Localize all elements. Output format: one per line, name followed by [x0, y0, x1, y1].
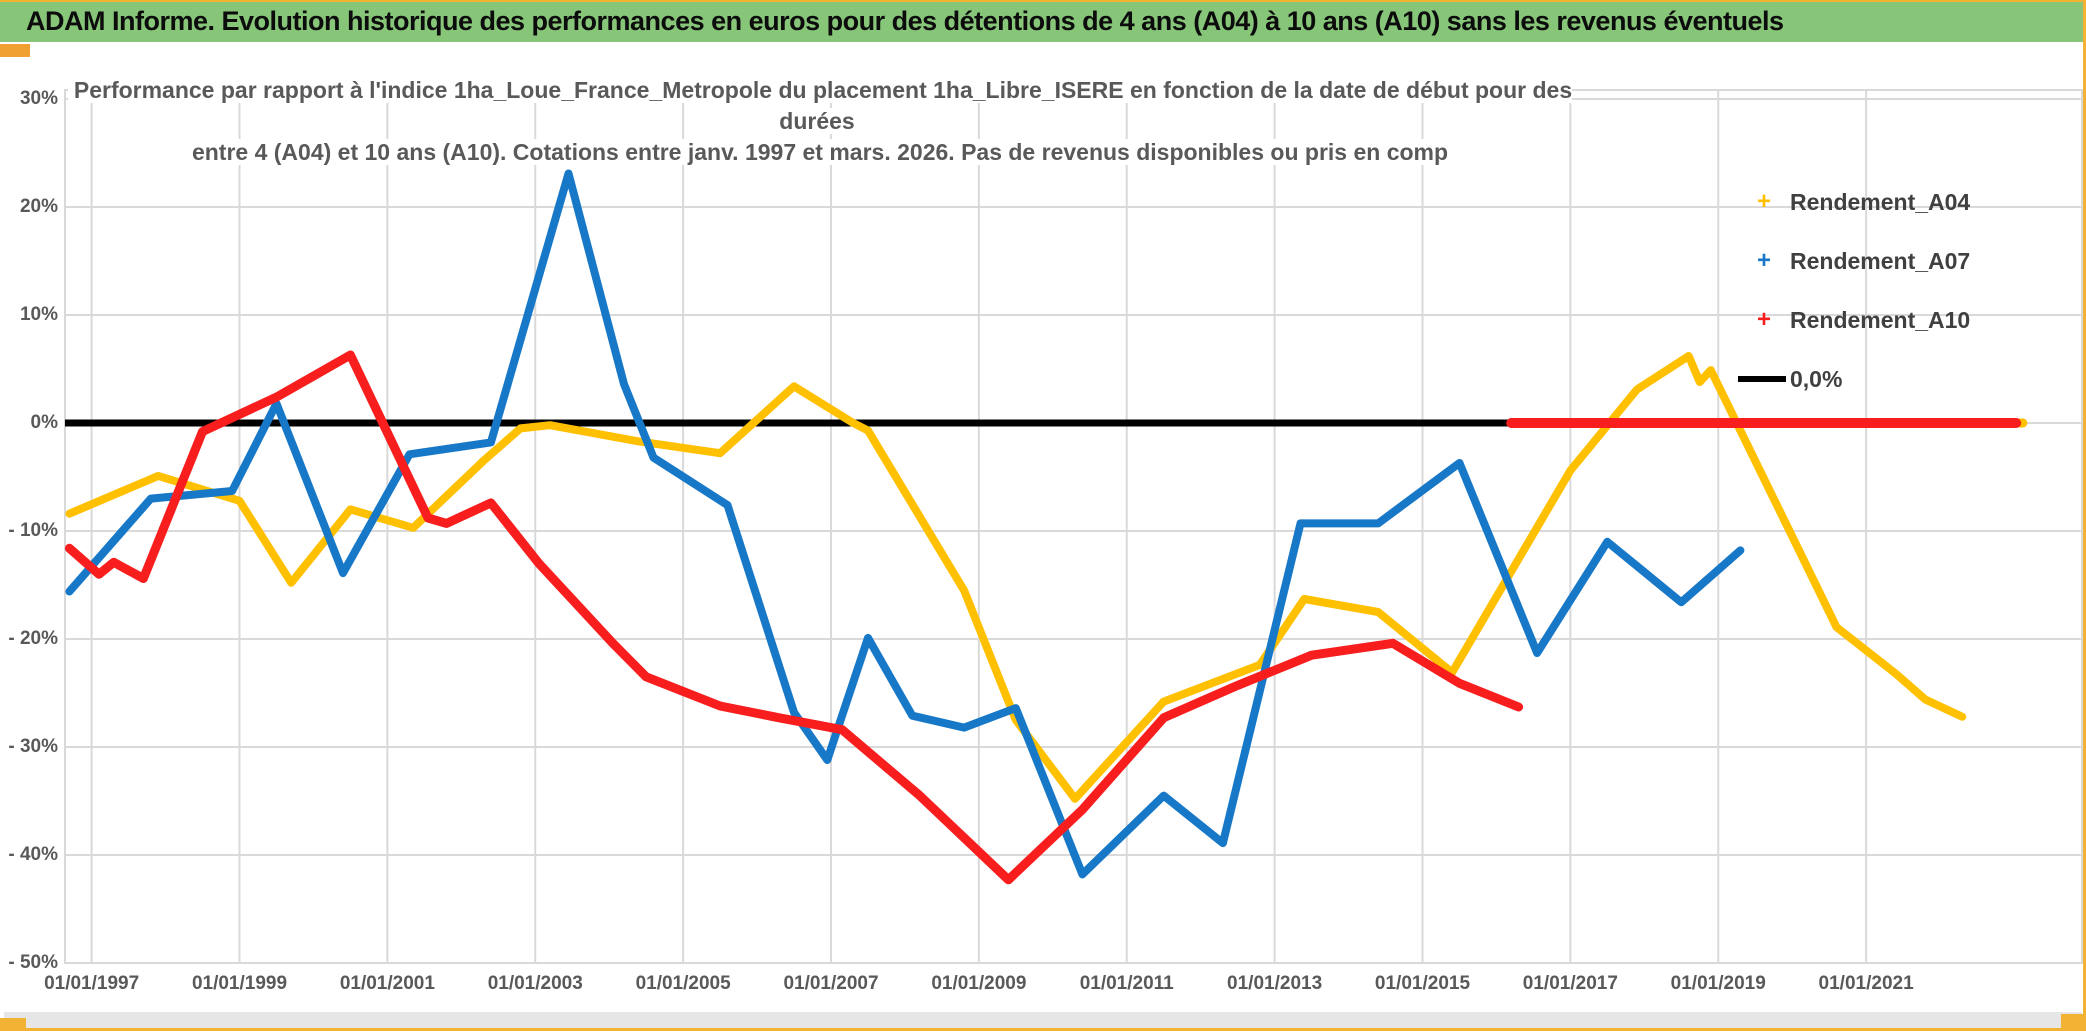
x-tick-label: 01/01/2019	[1670, 973, 1766, 994]
x-tick-label: 01/01/2009	[931, 973, 1027, 994]
series-Rendement_A07	[65, 169, 1745, 879]
gold-corner-bottom-left	[0, 1018, 26, 1028]
legend-label: Rendement_A10	[1790, 306, 1971, 333]
x-tick-label: 01/01/2005	[635, 973, 731, 994]
y-tick-label: 30%	[19, 88, 58, 109]
zero-line-swatch	[1738, 376, 1786, 382]
plus-marker-icon: +	[1756, 188, 1771, 215]
x-tick-label: 01/01/2003	[487, 973, 583, 994]
legend-item-0-0-[interactable]: 0,0%	[1738, 362, 1842, 396]
y-tick-label: 20%	[19, 196, 58, 217]
y-tick-label: 0%	[30, 412, 58, 433]
y-tick-label: - 40%	[8, 844, 58, 865]
legend-label: Rendement_A04	[1790, 188, 1971, 215]
legend-item-rendement-a07[interactable]: + Rendement_A07	[1738, 244, 1970, 278]
report-title: ADAM Informe. Evolution historique des p…	[26, 5, 1784, 36]
x-tick-label: 01/01/2021	[1818, 973, 1914, 994]
y-tick-label: - 50%	[8, 952, 58, 973]
x-tick-label: 01/01/2015	[1374, 973, 1471, 994]
legend-item-rendement-a10[interactable]: + Rendement_A10	[1738, 303, 1970, 337]
y-tick-label: - 20%	[8, 628, 58, 649]
x-tick-label: 01/01/2001	[339, 973, 435, 994]
y-tick-label: - 30%	[8, 736, 58, 757]
legend-label: 0,0%	[1790, 365, 1843, 392]
x-tick-label: 01/01/2017	[1522, 973, 1618, 994]
chart-subtitle-line1: Performance par rapport à l'indice 1ha_L…	[67, 77, 1573, 134]
plus-marker-icon: +	[1756, 306, 1771, 333]
series-Rendement_A10	[64, 350, 1524, 885]
x-tick-label: 01/01/2007	[783, 973, 879, 994]
gold-corner-bottom-right	[2061, 1014, 2083, 1028]
y-tick-label: - 10%	[8, 520, 58, 541]
chart-subtitle: Performance par rapport à l'indice 1ha_L…	[65, 75, 1575, 168]
y-tick-label: 10%	[19, 304, 58, 325]
chart-area: Performance par rapport à l'indice 1ha_L…	[0, 57, 2086, 1012]
footer-band	[4, 1012, 2082, 1028]
series-Rendement_A04	[65, 352, 1967, 803]
plus-marker-icon: +	[1756, 247, 1771, 274]
report-title-bar: ADAM Informe. Evolution historique des p…	[0, 0, 2086, 42]
legend-item-rendement-a04[interactable]: + Rendement_A04	[1738, 185, 1970, 219]
x-tick-label: 01/01/2013	[1227, 973, 1323, 994]
gold-accent-block	[0, 44, 30, 57]
x-tick-label: 01/01/1997	[44, 973, 140, 994]
x-tick-label: 01/01/2011	[1079, 973, 1174, 994]
x-tick-label: 01/01/1999	[191, 973, 288, 994]
chart-subtitle-line2: entre 4 (A04) et 10 ans (A10). Cotations…	[185, 139, 1455, 165]
legend-label: Rendement_A07	[1790, 247, 1971, 274]
